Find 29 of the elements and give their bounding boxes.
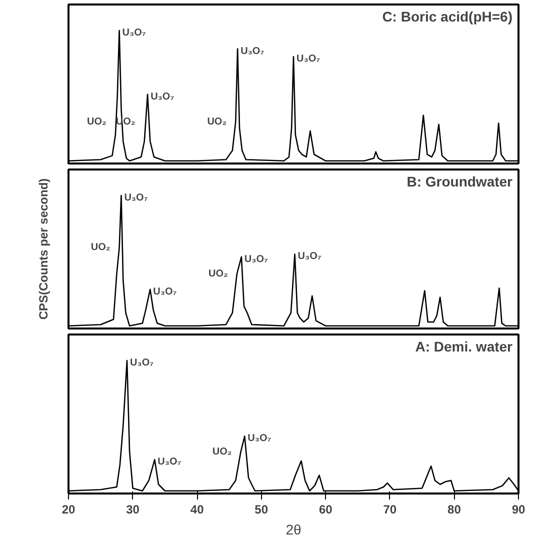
annotation: U₃O₇ bbox=[244, 254, 268, 265]
annotation: U₃O₇ bbox=[240, 46, 264, 57]
annotation: U₃O₇ bbox=[150, 91, 174, 102]
annotation: U₃O₇ bbox=[296, 54, 320, 65]
annotation: U₃O₇ bbox=[124, 192, 148, 204]
annotation: U₃O₇ bbox=[122, 28, 146, 39]
annotation: U₃O₇ bbox=[153, 286, 177, 298]
x-tick-label: 80 bbox=[448, 502, 462, 516]
x-tick-label: 20 bbox=[62, 502, 76, 516]
x-axis-title: 2θ bbox=[286, 522, 302, 538]
annotation: UO₂ bbox=[207, 116, 227, 128]
annotation: U₃O₇ bbox=[248, 433, 272, 444]
annotation: UO₂ bbox=[208, 268, 228, 280]
x-tick-label: 70 bbox=[383, 502, 397, 516]
x-tick-label: 30 bbox=[126, 502, 140, 516]
x-tick-label: 60 bbox=[318, 502, 333, 516]
annotation: UO₂ bbox=[90, 242, 110, 254]
x-tick-label: 90 bbox=[512, 502, 526, 516]
annotation: UO₂ bbox=[212, 446, 232, 458]
x-tick-label: 50 bbox=[254, 502, 268, 516]
x-tick-label: 40 bbox=[190, 502, 204, 516]
y-axis-title: CPS(Counts per second) bbox=[36, 178, 50, 320]
annotation: UO₂ bbox=[86, 116, 106, 128]
annotation: U₃O₇ bbox=[130, 358, 154, 369]
chart-title: C: Boric acid(pH=6) bbox=[382, 8, 513, 24]
annotation: U₃O₇ bbox=[158, 456, 182, 468]
chart-title: B: Groundwater bbox=[406, 174, 514, 190]
annotation: U₃O₇ bbox=[298, 251, 322, 262]
chart-title: A: Demi. water bbox=[415, 338, 514, 354]
